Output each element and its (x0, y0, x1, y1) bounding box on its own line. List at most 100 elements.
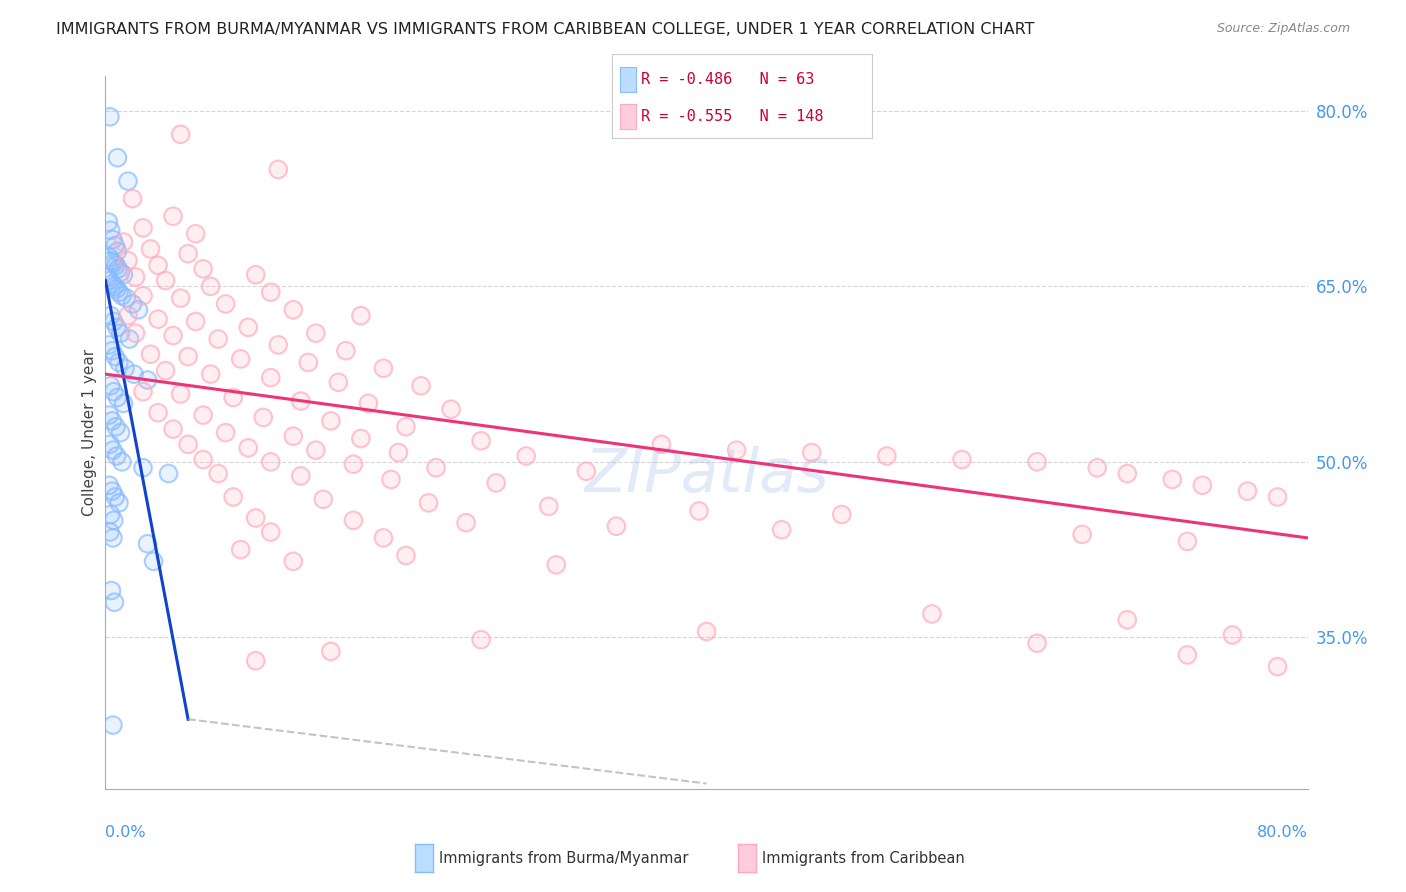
Point (101, 414, 124, 428)
Point (139, 347, 162, 361)
Point (395, 419, 418, 434)
Point (121, 192, 143, 206)
Point (456, 516, 478, 530)
Point (191, 261, 214, 276)
Point (100, 223, 122, 237)
Point (696, 624, 718, 639)
Point (184, 314, 207, 328)
Point (103, 513, 125, 527)
Point (146, 312, 169, 326)
Point (229, 542, 252, 557)
Point (107, 151, 129, 165)
Point (387, 445, 409, 459)
Point (191, 261, 214, 276)
Point (214, 297, 236, 311)
Point (222, 391, 245, 405)
Point (162, 328, 184, 343)
Point (101, 277, 124, 291)
Point (177, 350, 200, 364)
Text: 80.0%: 80.0% (1257, 825, 1308, 840)
Point (98, 338, 121, 352)
Point (409, 379, 432, 393)
Point (191, 452, 214, 467)
Point (395, 549, 418, 563)
Point (162, 422, 184, 436)
Point (124, 326, 146, 341)
Point (191, 452, 214, 467)
Point (155, 274, 177, 288)
Point (245, 654, 267, 668)
Point (191, 408, 214, 422)
Point (146, 258, 169, 272)
Text: IMMIGRANTS FROM BURMA/MYANMAR VS IMMIGRANTS FROM CARIBBEAN COLLEGE, UNDER 1 YEAR: IMMIGRANTS FROM BURMA/MYANMAR VS IMMIGRA… (56, 22, 1035, 37)
Point (1085, 460, 1108, 475)
Point (650, 437, 672, 451)
Point (100, 379, 122, 393)
Point (440, 402, 463, 417)
Point (245, 654, 267, 668)
Point (122, 367, 145, 381)
Point (111, 289, 134, 303)
Point (1085, 460, 1108, 475)
Point (110, 326, 132, 341)
Point (124, 326, 146, 341)
Point (132, 220, 155, 235)
Point (357, 396, 380, 410)
Point (1116, 613, 1139, 627)
Point (1026, 455, 1049, 469)
Point (921, 607, 943, 621)
Point (155, 363, 177, 377)
Point (290, 394, 312, 409)
Point (1191, 478, 1213, 492)
Point (107, 391, 129, 405)
Point (725, 443, 748, 458)
Point (537, 500, 560, 514)
Point (1116, 467, 1139, 481)
Point (98, 250, 121, 264)
Point (98, 478, 121, 492)
Point (283, 554, 305, 568)
Point (104, 258, 127, 272)
Point (104, 419, 127, 434)
Point (312, 492, 335, 507)
Point (342, 457, 364, 471)
Point (103, 256, 125, 270)
Point (283, 429, 305, 443)
Point (104, 350, 127, 364)
Point (575, 464, 598, 478)
Point (267, 162, 290, 177)
Point (696, 624, 718, 639)
Point (229, 351, 252, 366)
Point (100, 508, 122, 522)
Point (100, 583, 122, 598)
Point (395, 549, 418, 563)
Point (470, 632, 492, 647)
Point (139, 242, 162, 256)
Point (207, 467, 229, 481)
Point (373, 531, 395, 545)
Point (103, 314, 125, 328)
Point (373, 361, 395, 376)
Point (546, 558, 568, 572)
Point (1175, 648, 1198, 662)
Point (222, 391, 245, 405)
Point (108, 285, 131, 300)
Point (100, 253, 122, 268)
Point (350, 309, 373, 323)
Point (132, 289, 155, 303)
Point (290, 394, 312, 409)
Point (121, 297, 143, 311)
Point (260, 285, 283, 300)
Point (162, 209, 184, 223)
Point (169, 291, 191, 305)
Point (103, 595, 125, 609)
Point (177, 437, 200, 451)
Point (1222, 628, 1244, 642)
Point (112, 235, 135, 249)
Point (260, 455, 283, 469)
Point (157, 467, 180, 481)
Point (101, 233, 124, 247)
Point (105, 282, 128, 296)
Point (319, 414, 342, 428)
Point (1267, 659, 1289, 673)
